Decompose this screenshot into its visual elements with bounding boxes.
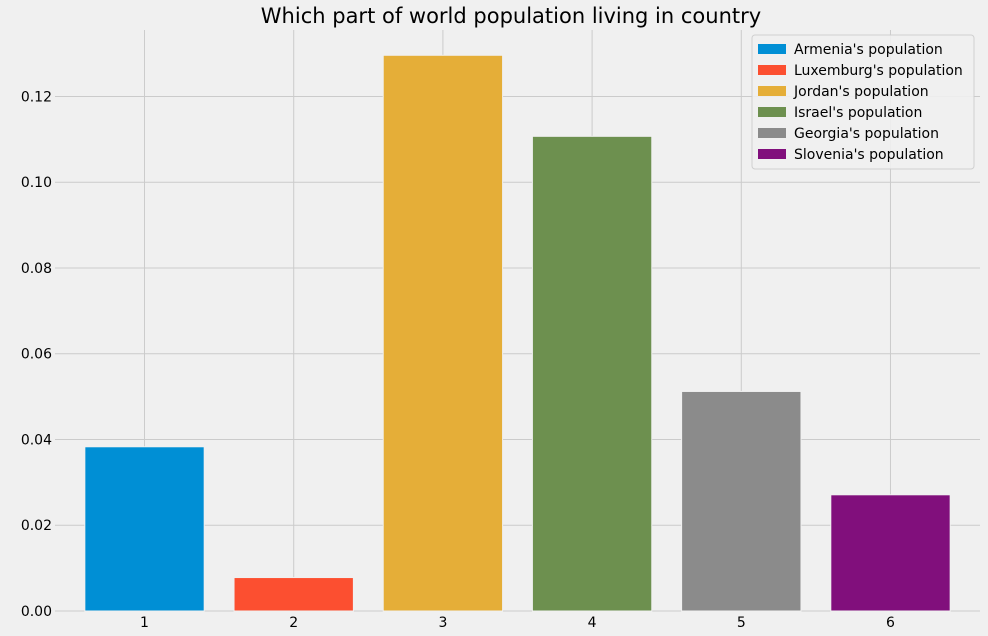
legend-swatch — [758, 44, 786, 54]
y-tick-label: 0.12 — [21, 89, 52, 105]
x-tick-label: 4 — [588, 615, 597, 631]
y-tick-label: 0.04 — [21, 432, 52, 448]
bar — [84, 446, 205, 612]
x-axis-ticks: 1 2 3 4 5 6 — [140, 615, 895, 631]
x-tick-label: 1 — [140, 615, 149, 631]
legend-swatch — [758, 128, 786, 138]
x-tick-label: 3 — [438, 615, 447, 631]
legend-frame — [751, 34, 975, 170]
legend-entry-label: Luxemburg's population — [794, 63, 963, 79]
legend-entry-label: Armenia's population — [794, 42, 943, 58]
y-tick-label: 0.02 — [21, 518, 52, 534]
bar — [830, 494, 951, 612]
y-tick-label: 0.06 — [21, 347, 52, 363]
x-tick-label: 2 — [289, 615, 298, 631]
legend-swatch — [758, 86, 786, 96]
legend-swatch — [758, 149, 786, 159]
bar — [681, 390, 802, 612]
x-tick-label: 5 — [737, 615, 746, 631]
legend-entry-label: Georgia's population — [794, 126, 939, 142]
bars — [84, 54, 951, 612]
y-axis-ticks: 0.00 0.02 0.04 0.06 0.08 0.10 0.12 — [21, 89, 52, 620]
chart-title: Which part of world population living in… — [261, 4, 761, 28]
legend-entry-label: Slovenia's population — [794, 147, 944, 163]
legend: Armenia's population Luxemburg's populati… — [751, 34, 975, 170]
y-tick-label: 0.08 — [21, 261, 52, 277]
x-tick-label: 6 — [886, 615, 895, 631]
legend-entry-label: Israel's population — [794, 105, 922, 121]
bar — [531, 135, 653, 612]
y-tick-label: 0.10 — [21, 175, 52, 191]
legend-swatch — [758, 107, 786, 117]
bar — [382, 54, 504, 612]
legend-swatch — [758, 65, 786, 75]
legend-entry-label: Jordan's population — [793, 84, 929, 100]
bar — [233, 577, 354, 612]
y-tick-label: 0.00 — [21, 604, 52, 620]
